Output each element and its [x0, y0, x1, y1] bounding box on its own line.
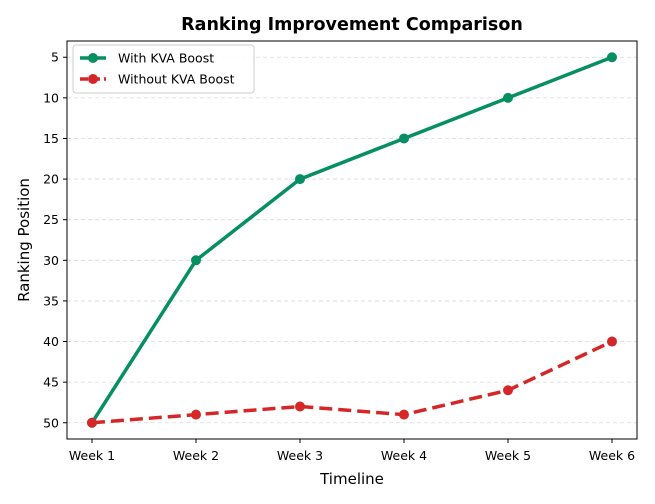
- legend-box: [72, 44, 255, 94]
- axes: 5 10 15 20 25 30 35 40 45 50 Week 1 Week 2 Week 3 Wee…: [43, 50, 635, 463]
- data-point: [295, 401, 305, 412]
- y-tick-label: 10: [43, 90, 59, 105]
- data-point: [399, 409, 409, 420]
- chart-title: Ranking Improvement Comparison: [181, 15, 523, 35]
- legend-label: Without KVA Boost: [118, 72, 235, 87]
- legend-marker: [88, 74, 98, 84]
- y-axis-label: Ranking Position: [15, 178, 33, 302]
- x-tick-label: Week 2: [173, 448, 219, 463]
- series-line: [90, 55, 613, 424]
- x-tick-label: Week 5: [485, 448, 531, 463]
- grid: [67, 56, 637, 424]
- x-tick-label: Week 6: [589, 448, 635, 463]
- x-tick-label: Week 1: [69, 448, 115, 463]
- y-tick-label: 45: [43, 375, 59, 390]
- legend-label: With KVA Boost: [118, 51, 214, 66]
- data-point: [191, 409, 201, 420]
- data-point: [503, 92, 513, 103]
- data-point: [399, 133, 409, 144]
- y-tick-label: 20: [43, 172, 59, 187]
- y-tick-label: 30: [43, 253, 59, 268]
- series-2: [87, 336, 617, 428]
- data-point: [607, 52, 617, 63]
- x-tick-label: Week 3: [277, 448, 323, 463]
- legend-marker: [88, 53, 98, 63]
- series-1: [87, 52, 617, 428]
- series-line: [91, 339, 613, 425]
- y-tick-label: 35: [43, 293, 59, 308]
- y-tick-label: 15: [43, 131, 59, 146]
- y-tick-label: 25: [43, 212, 59, 227]
- y-tick-label: 40: [43, 334, 59, 349]
- series-layer: [87, 52, 617, 428]
- y-tick-label: 5: [51, 50, 59, 65]
- data-point: [295, 174, 305, 185]
- y-tick-label: 50: [43, 415, 59, 430]
- data-point: [87, 417, 97, 428]
- x-tick-label: Week 4: [381, 448, 427, 463]
- data-point: [607, 336, 617, 347]
- x-axis-label: Timeline: [319, 470, 384, 488]
- data-point: [191, 255, 201, 266]
- plot-area: [66, 40, 638, 440]
- data-point: [503, 385, 513, 396]
- legend: With KVA Boost Without KVA Boost: [72, 44, 255, 94]
